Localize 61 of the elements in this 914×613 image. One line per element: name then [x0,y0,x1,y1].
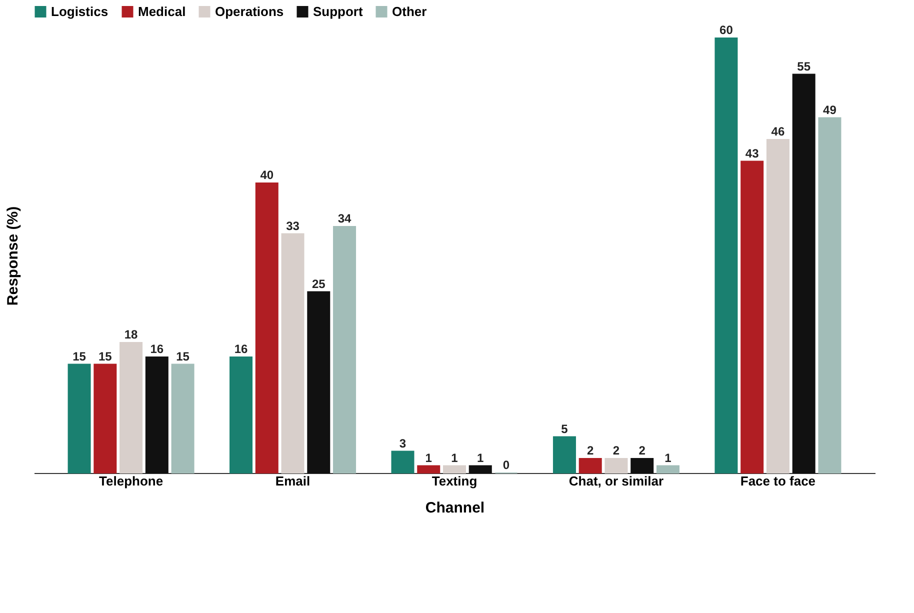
bar [94,364,117,474]
bar [656,465,680,474]
bar [766,139,790,474]
legend-label: Support [313,4,364,19]
data-label: 55 [797,59,811,74]
data-label: 18 [124,328,138,342]
data-label: 40 [260,168,274,182]
data-label: 3 [399,436,406,450]
data-label: 16 [150,342,164,356]
legend-label: Other [392,4,427,19]
data-label: 2 [587,444,594,458]
bar [391,450,414,474]
x-tick-label: Face to face [740,474,816,488]
bar [255,182,278,474]
x-tick-label: Chat, or similar [568,474,664,488]
bar [630,458,654,474]
data-label: 49 [823,102,837,117]
data-label: 0 [502,458,510,472]
bar [792,74,816,474]
bar [145,356,168,474]
legend-label: Logistics [51,4,108,19]
bar [281,233,304,474]
x-tick-label: Texting [432,474,478,488]
data-label: 5 [561,422,568,436]
bar [171,364,194,474]
legend-label: Operations [215,4,284,19]
data-label: 46 [771,124,785,138]
y-axis-title: Response (%) [4,206,22,306]
bar [552,436,576,474]
bar [578,458,602,474]
bar [468,465,492,474]
data-label: 1 [664,450,672,465]
data-label: 1 [451,450,458,465]
data-label: 60 [720,23,734,37]
bar [604,458,628,474]
data-label: 15 [176,349,190,364]
data-label: 16 [234,342,248,356]
data-label: 15 [98,349,112,364]
bar [333,226,356,474]
bar [230,356,253,474]
data-label: 43 [745,146,760,160]
legend-label: Medical [138,4,186,19]
bar [443,465,466,474]
bar [740,160,764,474]
data-label: 1 [477,450,484,465]
bar [68,364,91,474]
data-label: 2 [638,444,646,458]
bar [818,117,842,474]
data-label: 34 [338,212,352,226]
data-label: 33 [286,218,300,233]
x-tick-label: Email [275,474,310,488]
data-label: 15 [72,349,86,364]
data-label: 1 [425,450,432,465]
data-label: 2 [612,444,620,458]
data-label: 25 [312,276,326,291]
bar [120,342,143,474]
bar [417,465,440,474]
x-axis-title: Channel [425,500,485,516]
bar [307,291,330,474]
x-tick-label: Telephone [99,474,164,488]
bar [714,38,738,474]
